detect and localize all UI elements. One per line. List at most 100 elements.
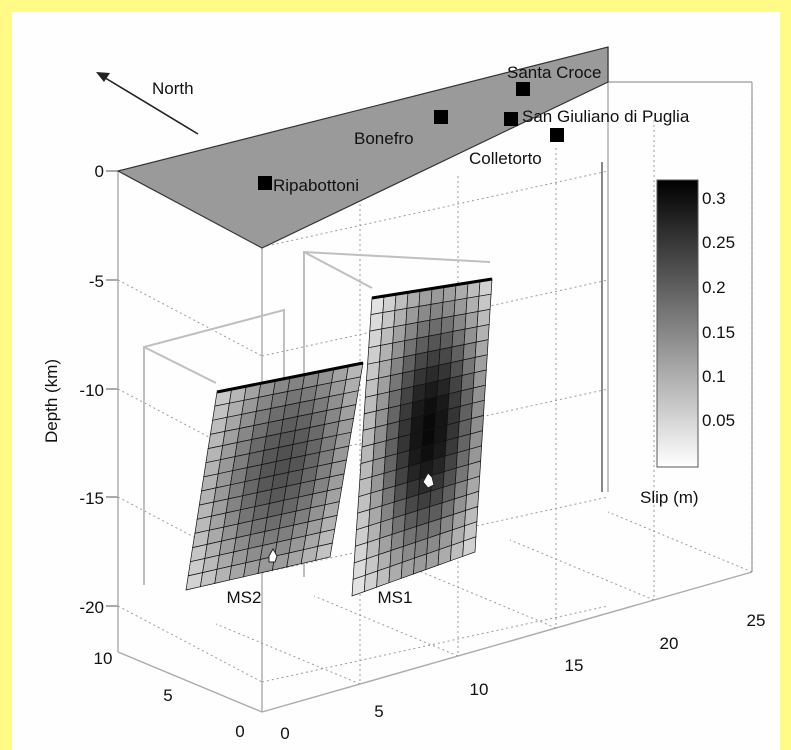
- depth-ticks: 0 -5 -10 -15 -20: [79, 162, 104, 617]
- slip-cell: [366, 361, 380, 382]
- slip-cell: [367, 344, 382, 365]
- slip-cell: [452, 313, 467, 332]
- town-marker-colletorto: [550, 128, 564, 142]
- z-tick-3: -15: [79, 489, 104, 508]
- z-tick-0: 0: [95, 162, 104, 181]
- slip-cell: [416, 319, 431, 339]
- box-grid: [106, 47, 753, 713]
- town-label-ripabottoni: Ripabottoni: [273, 176, 359, 195]
- y-tick-0: 0: [235, 722, 244, 741]
- slip-cell: [463, 326, 478, 346]
- grid-line: [261, 496, 609, 574]
- depth-axis-label: Depth (km): [42, 359, 61, 443]
- slip-cell: [369, 312, 384, 332]
- slip-cell: [402, 353, 417, 374]
- slip-cell: [391, 340, 406, 360]
- slip-cell: [390, 356, 405, 377]
- slip-cell: [417, 303, 432, 323]
- slip-cell: [414, 351, 429, 371]
- colorbar-tick-5: 0.05: [702, 411, 735, 430]
- town-label-santa-croce: Santa Croce: [507, 63, 602, 82]
- slip-cell: [464, 311, 479, 330]
- fault-top-edge: [371, 277, 493, 300]
- slip-cell: [428, 317, 443, 337]
- fault-top-edge: [216, 361, 364, 394]
- fault-plane-ms2: [185, 361, 364, 591]
- slip-cell: [378, 358, 393, 379]
- y-tick-2: 10: [94, 649, 113, 668]
- north-arrow-icon: [96, 72, 199, 135]
- slip-cell: [440, 315, 455, 335]
- box-edge: [261, 571, 753, 713]
- x-tick-3: 15: [565, 656, 584, 675]
- fault-label-ms2: MS2: [227, 588, 262, 607]
- fault-label-ms1: MS1: [378, 588, 413, 607]
- grid-line: [411, 567, 557, 629]
- colorbar-tick-0: 0.3: [702, 189, 726, 208]
- slip-cell: [392, 324, 407, 344]
- slip-cell: [364, 377, 379, 398]
- grid-line: [261, 279, 609, 357]
- x-tick-5: 25: [747, 611, 766, 630]
- grid-line: [261, 170, 609, 248]
- colorbar-tick-2: 0.2: [702, 278, 726, 297]
- colorbar-ticks: 0.3 0.25 0.2 0.15 0.1 0.05: [702, 189, 735, 430]
- town-marker-ripabottoni: [258, 176, 272, 190]
- z-tick-2: -10: [79, 381, 104, 400]
- slip-cell: [393, 307, 408, 328]
- colorbar-tick-4: 0.1: [702, 367, 726, 386]
- y-tick-1: 5: [163, 686, 172, 705]
- slip-cell: [429, 301, 444, 321]
- slip-cell: [368, 328, 383, 349]
- fault-slip-figure: Santa Croce San Giuliano di Puglia Bonef…: [42, 46, 765, 743]
- hypocenter-ms1-marker: [422, 472, 435, 489]
- town-label-san-giuliano: San Giuliano di Puglia: [522, 107, 690, 126]
- slip-cell: [462, 536, 477, 557]
- north-label: North: [152, 79, 194, 98]
- slip-cell: [379, 342, 394, 363]
- z-tick-1: -5: [89, 272, 104, 291]
- slip-cell: [465, 295, 480, 315]
- grid-line: [261, 388, 609, 466]
- colorbar-tick-1: 0.25: [702, 233, 735, 252]
- x-ticks: 0 5 10 15 20 25: [280, 611, 765, 743]
- x-tick-4: 20: [660, 634, 679, 653]
- x-tick-2: 10: [470, 680, 489, 699]
- slip-cell: [315, 542, 333, 561]
- hypocenter-ms2-marker: [268, 547, 278, 563]
- surface-plane: [116, 46, 609, 249]
- colorbar-label: Slip (m): [640, 488, 699, 507]
- fault-plane-ms1: [351, 277, 493, 597]
- slip-cell: [427, 333, 442, 353]
- colorbar: [656, 179, 699, 468]
- slip-cell: [404, 321, 419, 342]
- grid-line: [215, 623, 361, 685]
- grid-line: [509, 539, 655, 601]
- x-tick-0: 0: [280, 724, 289, 743]
- slip-cell: [453, 297, 468, 317]
- slip-cell: [451, 328, 466, 348]
- slip-cell: [380, 326, 395, 346]
- grid-line: [117, 279, 263, 357]
- figure-frame: Santa Croce San Giuliano di Puglia Bonef…: [12, 12, 780, 750]
- slip-cell: [403, 337, 418, 358]
- slip-cell: [439, 330, 454, 350]
- box-edge: [117, 651, 263, 713]
- slip-cell: [477, 293, 492, 312]
- town-marker-san-giuliano: [504, 112, 518, 126]
- grid-line: [313, 595, 459, 657]
- grid-line: [261, 605, 609, 683]
- town-marker-santa-croce: [516, 82, 530, 96]
- slip-cell: [415, 335, 430, 355]
- slip-cell: [441, 299, 456, 319]
- y-ticks: 0 5 10: [94, 649, 245, 741]
- town-label-colletorto: Colletorto: [469, 149, 542, 168]
- town-label-bonefro: Bonefro: [354, 129, 414, 148]
- colorbar-tick-3: 0.15: [702, 323, 735, 342]
- grid-line: [607, 511, 753, 573]
- slip-cell: [476, 308, 491, 328]
- grid-line: [117, 605, 263, 683]
- slip-cell: [381, 310, 396, 330]
- slip-cell: [475, 324, 490, 343]
- z-tick-4: -20: [79, 598, 104, 617]
